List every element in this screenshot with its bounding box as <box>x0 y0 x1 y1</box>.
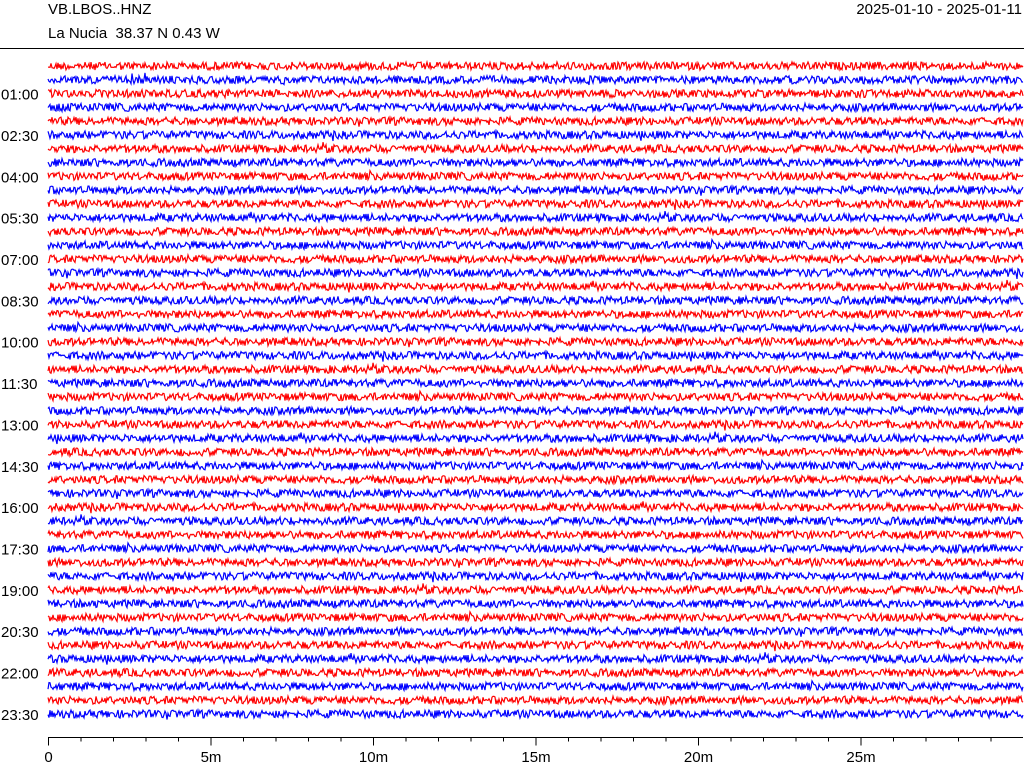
trace <box>47 59 1024 73</box>
trace <box>47 583 1024 597</box>
y-tick-label: 14:30 <box>1 459 39 476</box>
trace <box>47 210 1024 224</box>
x-tick-label: 20m <box>684 749 713 766</box>
y-tick-label: 22:00 <box>1 666 39 683</box>
x-tick-label: 15m <box>521 749 550 766</box>
trace <box>47 445 1024 458</box>
trace <box>47 625 1024 638</box>
date-range: 2025-01-10 - 2025-01-11 <box>856 1 1022 18</box>
trace <box>47 237 1024 252</box>
trace <box>47 569 1024 583</box>
trace <box>47 528 1024 541</box>
y-tick-label: 01:00 <box>1 87 39 104</box>
y-tick-label: 02:30 <box>1 128 39 145</box>
y-tick-label: 04:00 <box>1 169 39 186</box>
trace <box>47 142 1024 155</box>
y-tick-label: 13:00 <box>1 417 39 434</box>
trace <box>47 183 1024 197</box>
trace <box>47 541 1024 555</box>
trace <box>47 362 1024 376</box>
y-tick-label: 11:30 <box>1 376 37 393</box>
trace <box>47 128 1024 142</box>
trace <box>47 225 1024 238</box>
trace <box>47 418 1024 431</box>
trace <box>47 404 1024 417</box>
trace <box>47 487 1024 500</box>
trace <box>47 666 1024 679</box>
x-tick-label: 5m <box>201 749 222 766</box>
trace <box>47 556 1024 569</box>
trace <box>47 431 1024 445</box>
trace <box>47 500 1024 514</box>
trace <box>47 514 1024 528</box>
trace <box>47 72 1024 87</box>
y-tick-label: 08:30 <box>1 293 39 310</box>
x-tick-label: 10m <box>359 749 388 766</box>
station-location: La Nucia 38.37 N 0.43 W <box>48 25 221 42</box>
y-tick-label: 19:00 <box>1 583 39 600</box>
trace <box>47 609 1024 624</box>
trace <box>47 376 1024 390</box>
y-tick-label: 16:00 <box>1 500 39 517</box>
trace <box>47 597 1024 610</box>
trace <box>47 335 1024 349</box>
trace <box>47 168 1024 183</box>
y-tick-label: 17:30 <box>1 542 39 559</box>
y-tick-label: 07:00 <box>1 252 39 269</box>
y-tick-label: 05:30 <box>1 211 39 228</box>
trace <box>47 707 1024 721</box>
trace <box>47 679 1024 693</box>
trace <box>47 458 1024 472</box>
trace <box>47 156 1024 169</box>
trace <box>47 294 1024 307</box>
trace <box>47 266 1024 280</box>
trace <box>47 473 1024 486</box>
trace <box>47 693 1024 707</box>
trace <box>47 87 1024 100</box>
y-tick-label: 10:00 <box>1 335 39 352</box>
trace <box>47 279 1024 293</box>
trace <box>47 114 1024 128</box>
x-tick-label: 0 <box>44 749 52 766</box>
trace <box>47 252 1024 266</box>
trace <box>47 197 1024 211</box>
trace <box>47 638 1024 652</box>
station-title: VB.LBOS..HNZ <box>48 1 151 18</box>
y-tick-label: 20:30 <box>1 624 39 641</box>
trace <box>47 349 1024 362</box>
trace <box>47 652 1024 666</box>
traces <box>47 59 1024 721</box>
trace <box>47 101 1024 114</box>
trace <box>47 320 1024 334</box>
y-tick-label: 23:30 <box>1 707 39 724</box>
x-tick-label: 25m <box>846 749 875 766</box>
trace <box>47 307 1024 321</box>
trace <box>47 389 1024 403</box>
